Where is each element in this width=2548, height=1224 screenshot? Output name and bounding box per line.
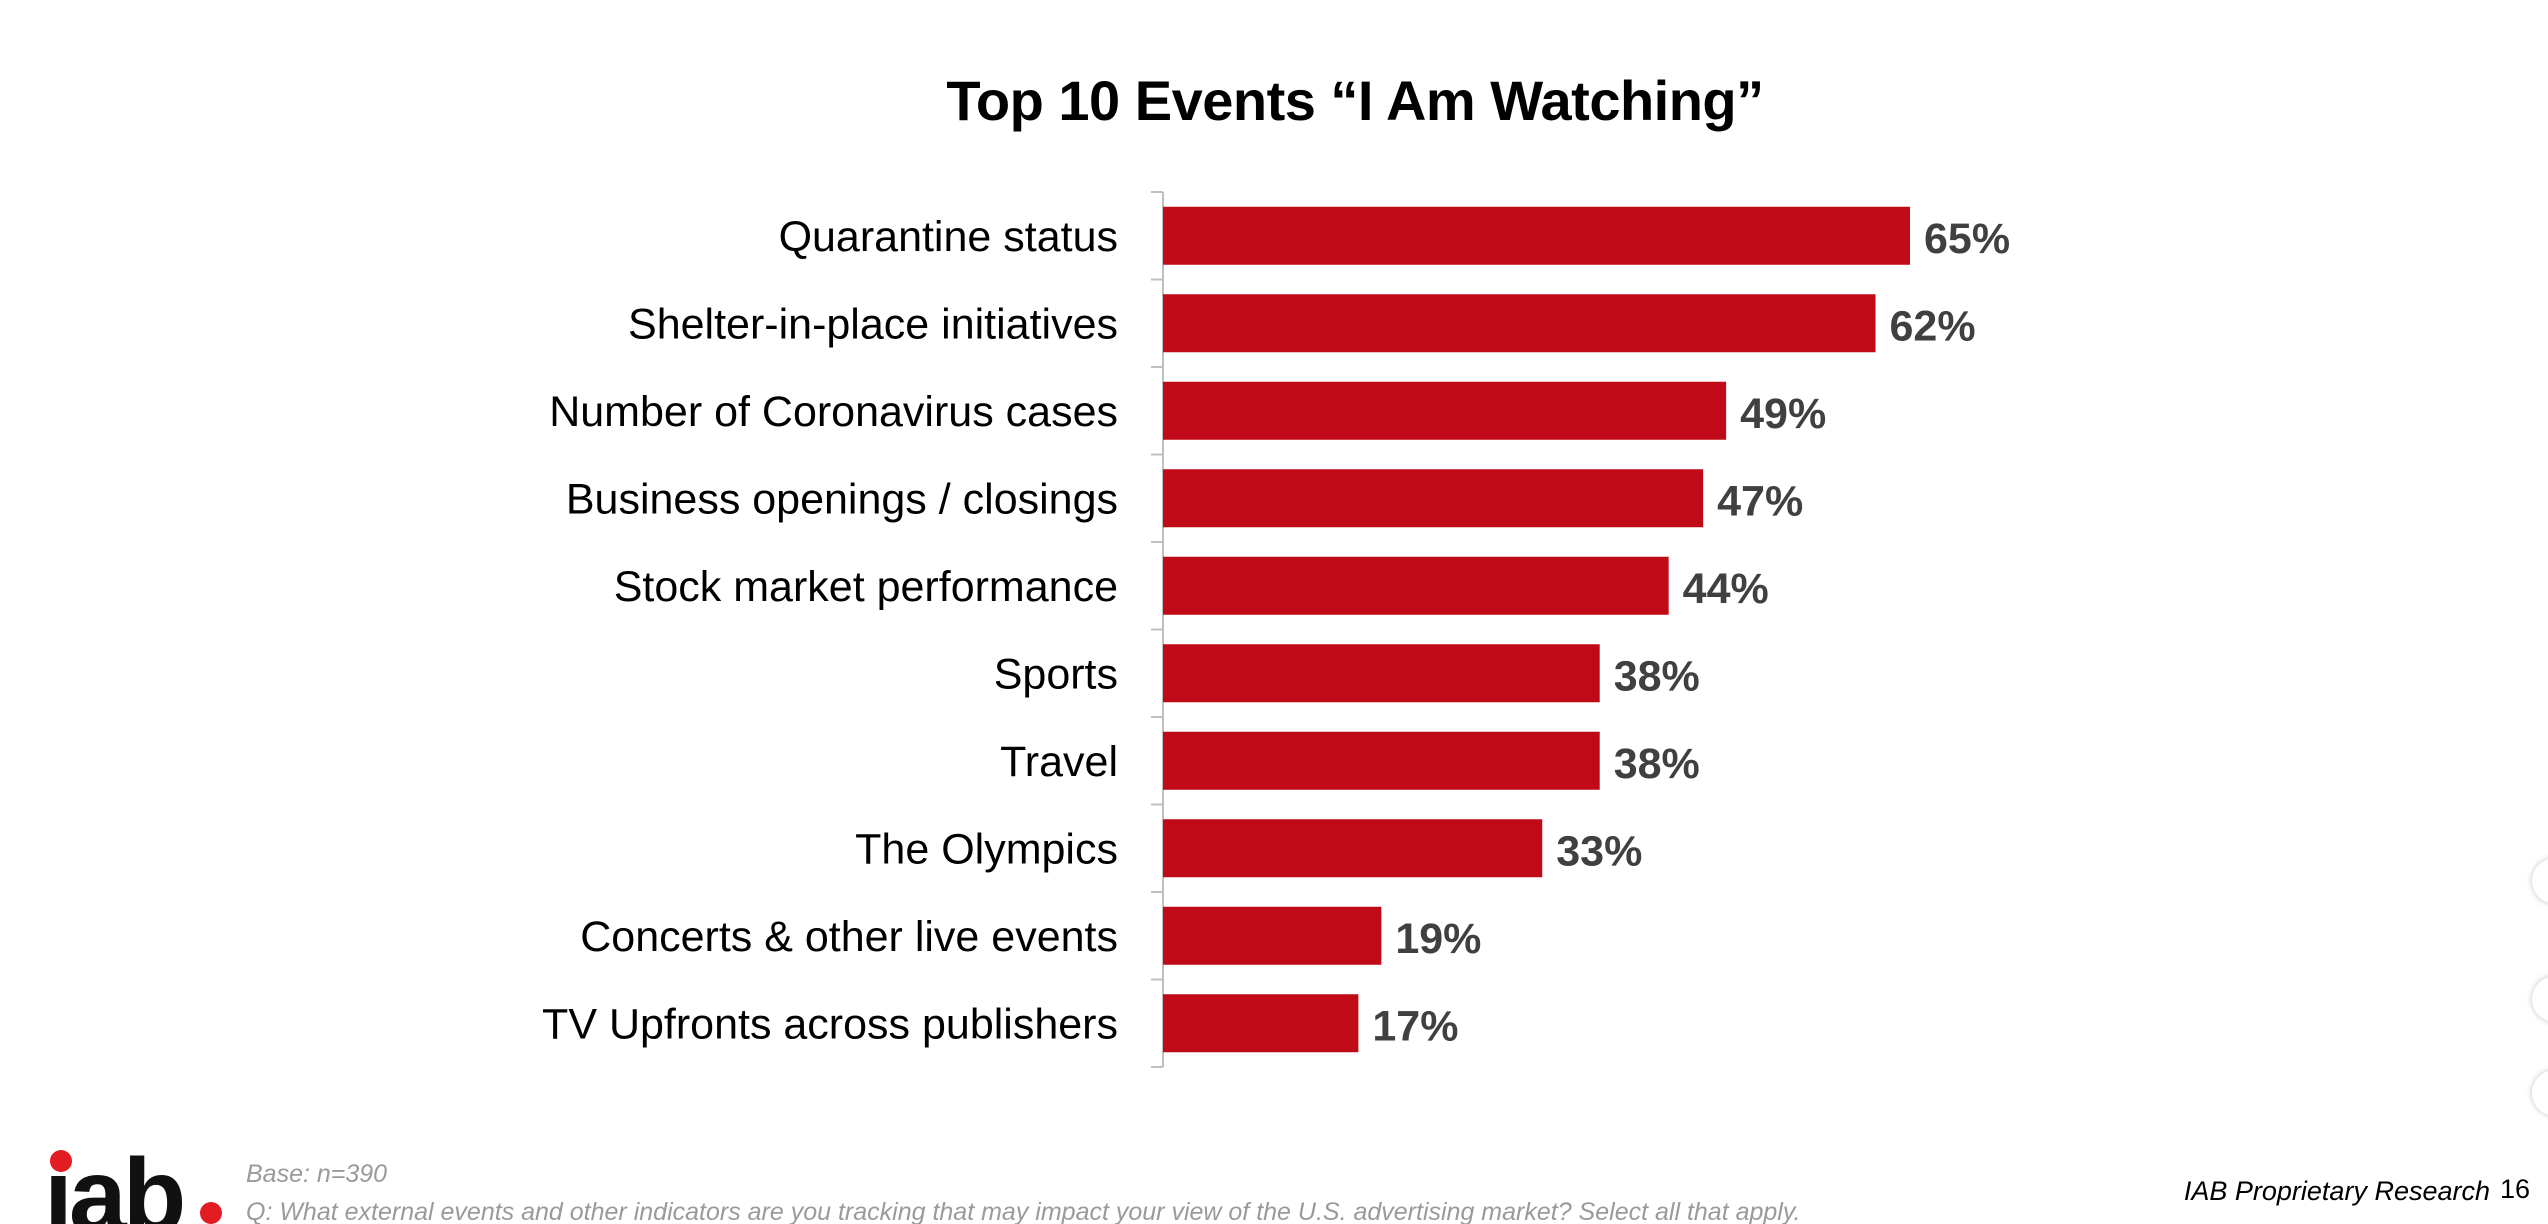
category-label: Travel	[1000, 738, 1118, 786]
category-label: Sports	[994, 650, 1118, 698]
edge-control-icon[interactable]	[2532, 858, 2548, 904]
category-label: Business openings / closings	[566, 475, 1118, 523]
bar	[1163, 556, 1669, 615]
page-number: 16	[2499, 1174, 2530, 1204]
value-label: 38%	[1614, 652, 1700, 700]
category-label: Stock market performance	[614, 563, 1118, 611]
category-labels: Quarantine status Shelter-in-place initia…	[542, 213, 1118, 1049]
bar	[1163, 731, 1600, 790]
logo-dot-icon	[50, 1150, 72, 1172]
source-label: IAB Proprietary Research	[2183, 1176, 2490, 1206]
bars	[1163, 206, 1910, 1053]
value-label: 17%	[1372, 1002, 1458, 1050]
value-label: 19%	[1395, 915, 1481, 963]
bar	[1163, 906, 1382, 965]
category-axis	[1151, 191, 1164, 1068]
category-label: Shelter-in-place initiatives	[628, 300, 1118, 348]
bar	[1163, 644, 1600, 703]
chart-title: Top 10 Events “I Am Watching”	[946, 69, 1764, 132]
category-label: TV Upfronts across publishers	[542, 1000, 1118, 1048]
value-label: 47%	[1717, 477, 1803, 525]
value-label: 49%	[1740, 390, 1826, 438]
base-note: Base: n=390	[246, 1160, 388, 1188]
value-label: 33%	[1556, 827, 1642, 875]
value-label: 44%	[1683, 565, 1769, 613]
bar	[1163, 469, 1704, 528]
edge-control-icon[interactable]	[2532, 1070, 2548, 1116]
bar	[1163, 206, 1910, 265]
category-label: Number of Coronavirus cases	[549, 388, 1118, 436]
bar	[1163, 819, 1543, 878]
bar	[1163, 381, 1727, 440]
bar	[1163, 994, 1359, 1053]
category-label: The Olympics	[855, 825, 1118, 873]
bar	[1163, 294, 1876, 353]
question-note: Q: What external events and other indica…	[246, 1198, 1801, 1224]
edge-control-icon[interactable]	[2532, 976, 2548, 1022]
value-labels: 65% 62% 49% 47% 44% 38% 38% 33% 19% 17%	[1372, 215, 2010, 1051]
value-label: 38%	[1614, 740, 1700, 788]
category-label: Quarantine status	[779, 213, 1118, 261]
logo-dot-icon	[200, 1202, 222, 1224]
value-label: 62%	[1890, 302, 1976, 350]
value-label: 65%	[1924, 215, 2010, 263]
iab-logo: iab	[44, 1140, 224, 1224]
category-label: Concerts & other live events	[580, 913, 1118, 961]
